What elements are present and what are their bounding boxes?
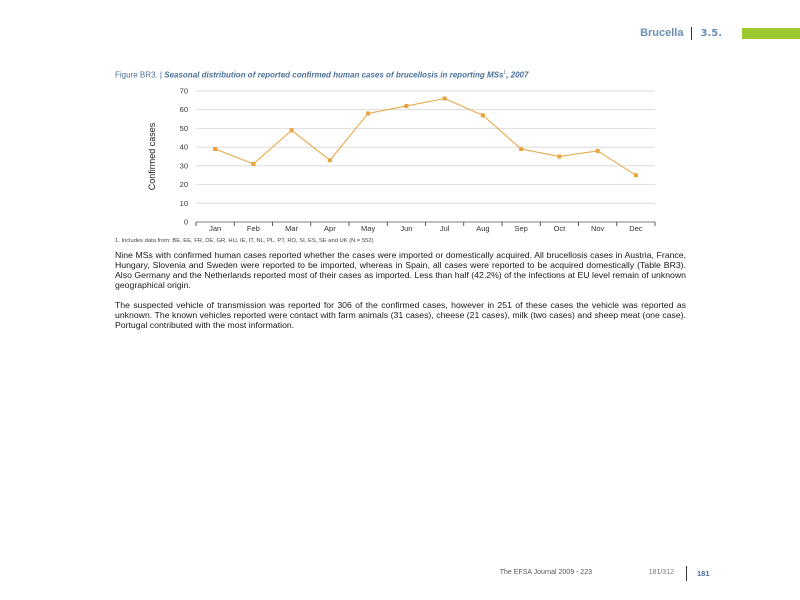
x-tick-label-may: May xyxy=(361,224,375,233)
data-point-may xyxy=(366,111,371,116)
data-point-jul xyxy=(442,96,447,101)
x-tick-label-nov: Nov xyxy=(591,224,605,233)
data-point-aug xyxy=(480,113,485,118)
x-tick-label-mar: Mar xyxy=(285,224,298,233)
running-header: Brucella 3.5. xyxy=(640,26,800,40)
chart-canvas: 0 10 20 30 40 50 60 70 Jan Feb Mar Apr May Jun Jul Aug S… xyxy=(147,87,656,233)
y-tick-label-20: 20 xyxy=(180,180,188,189)
figure-title: Seasonal distribution of reported confir… xyxy=(164,70,504,80)
paragraph-vehicle-transmission: The suspected vehicle of transmission wa… xyxy=(115,300,686,330)
x-tick-label-dec: Dec xyxy=(629,224,643,233)
data-point-apr xyxy=(327,158,332,163)
y-tick-label-40: 40 xyxy=(180,143,188,152)
figure-footnote: 1. Includes data from: BE, EE, FR, DE, G… xyxy=(115,238,374,244)
data-point-jun xyxy=(404,103,409,108)
x-tick-label-apr: Apr xyxy=(324,224,336,233)
footer-divider xyxy=(686,566,687,581)
header-color-bar xyxy=(742,27,800,39)
x-tick-label-feb: Feb xyxy=(247,224,260,233)
figure-label: Figure BR3. xyxy=(115,70,158,80)
y-axis-label: Confirmed cases xyxy=(147,122,157,190)
y-tick-label-30: 30 xyxy=(180,161,188,170)
series-line xyxy=(214,97,637,176)
data-point-jan xyxy=(213,147,218,152)
data-point-dec xyxy=(633,173,638,178)
paragraph-imported-cases: Nine MSs with confirmed human cases repo… xyxy=(115,250,686,290)
y-tick-label-10: 10 xyxy=(180,199,188,208)
y-tick-label-50: 50 xyxy=(180,124,188,133)
x-tick-label-sep: Sep xyxy=(514,224,527,233)
page-range: 181/312 xyxy=(648,569,674,576)
data-point-oct xyxy=(557,154,562,159)
x-tick-label-jun: Jun xyxy=(400,224,412,233)
figure-footnote-ref: 1 xyxy=(503,70,507,76)
x-tick-label-oct: Oct xyxy=(554,224,567,233)
x-tick-label-aug: Aug xyxy=(476,224,489,233)
section-number: 3.5. xyxy=(700,27,722,39)
data-point-mar xyxy=(289,128,294,133)
x-tick-label-jan: Jan xyxy=(209,224,221,233)
data-point-feb xyxy=(251,161,256,166)
section-title: Brucella xyxy=(640,27,684,39)
y-tick-label-0: 0 xyxy=(184,218,188,227)
y-tick-label-60: 60 xyxy=(180,105,188,114)
figure-caption-separator: | xyxy=(159,70,162,80)
data-point-sep xyxy=(519,147,524,152)
data-point-nov xyxy=(595,148,600,153)
y-tick-label-70: 70 xyxy=(180,87,188,96)
line-chart: 0 10 20 30 40 50 60 70 Jan Feb Mar Apr May Jun Jul Aug S… xyxy=(115,82,675,237)
journal-reference: The EFSA Journal 2009 - 223 xyxy=(499,569,592,576)
header-divider xyxy=(691,26,693,40)
body-text: Nine MSs with confirmed human cases repo… xyxy=(115,250,686,340)
figure-caption: Figure BR3. | Seasonal distribution of r… xyxy=(115,70,715,80)
figure-year: , 2007 xyxy=(506,70,529,80)
x-tick-label-jul: Jul xyxy=(440,224,450,233)
page-number: 181 xyxy=(697,569,710,578)
page-footer: The EFSA Journal 2009 - 223 181/312 181 xyxy=(0,566,800,582)
